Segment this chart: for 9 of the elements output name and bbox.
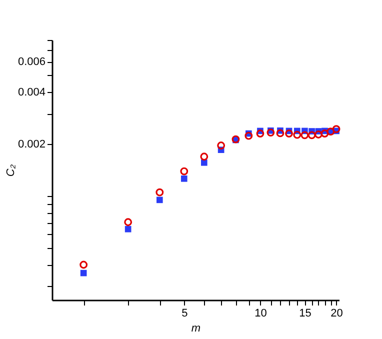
y-tick-label: 0.002 xyxy=(18,138,46,150)
x-axis-title: m xyxy=(191,322,201,334)
x-tick-label: 15 xyxy=(299,308,312,320)
x-tick-label: 10 xyxy=(254,308,267,320)
x-tick-label: 20 xyxy=(330,308,343,320)
y-tick-label: 0.004 xyxy=(18,86,46,98)
y-tick-label: 0.006 xyxy=(18,56,46,68)
y-axis-title: C₂ xyxy=(4,164,17,177)
x-tick-label: 5 xyxy=(182,308,188,320)
